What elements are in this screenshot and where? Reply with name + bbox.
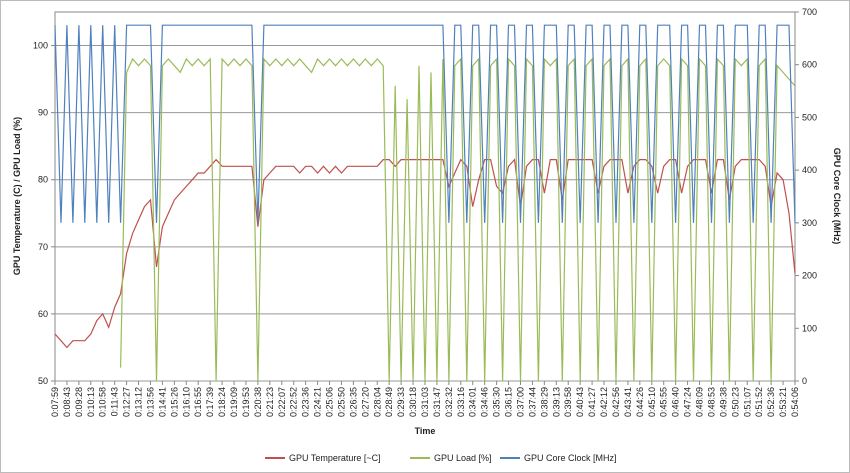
- x-tick-label: 0:11:43: [110, 387, 120, 416]
- x-tick-label: 0:40:43: [575, 387, 585, 417]
- y-tick-label: 90: [38, 108, 48, 118]
- x-tick-label: 0:41:27: [587, 387, 597, 417]
- y2-tick-label: 500: [802, 112, 817, 122]
- x-tick-label: 0:38:29: [539, 387, 549, 417]
- x-tick-label: 0:39:13: [551, 387, 561, 417]
- x-tick-label: 0:50:23: [730, 387, 740, 417]
- x-tick-label: 0:07:59: [50, 387, 60, 417]
- x-axis-title: Time: [415, 426, 436, 436]
- y2-tick-label: 600: [802, 60, 817, 70]
- legend-label: GPU Temperature [~C]: [289, 453, 381, 463]
- y2-tick-label: 0: [802, 376, 807, 386]
- x-tick-label: 0:30:18: [408, 387, 418, 417]
- x-tick-label: 0:45:10: [647, 387, 657, 417]
- x-tick-label: 0:27:20: [360, 387, 370, 417]
- y2-tick-label: 200: [802, 271, 817, 281]
- x-tick-label: 0:28:04: [372, 387, 382, 417]
- x-tick-label: 0:54:06: [790, 387, 800, 417]
- y2-tick-label: 700: [802, 7, 817, 17]
- y2-tick-label: 400: [802, 165, 817, 175]
- y-tick-label: 100: [33, 41, 48, 51]
- x-tick-label: 0:22:52: [289, 387, 299, 417]
- y2-tick-label: 100: [802, 323, 817, 333]
- x-tick-label: 0:48:53: [706, 387, 716, 417]
- x-tick-label: 0:43:41: [623, 387, 633, 417]
- x-tick-label: 0:21:23: [265, 387, 275, 417]
- x-tick-label: 0:46:40: [671, 387, 681, 417]
- x-tick-label: 0:37:00: [515, 387, 525, 417]
- x-tick-label: 0:13:12: [134, 387, 144, 417]
- x-tick-label: 0:16:10: [181, 387, 191, 417]
- legend-label: GPU Load [%]: [434, 453, 492, 463]
- x-tick-label: 0:44:26: [635, 387, 645, 417]
- y2-axis-title: GPU Core Clock (MHz): [832, 148, 842, 245]
- x-tick-label: 0:34:01: [468, 387, 478, 417]
- x-tick-label: 0:42:12: [599, 387, 609, 417]
- x-tick-label: 0:36:15: [504, 387, 514, 417]
- x-tick-label: 0:53:21: [778, 387, 788, 417]
- series-line: [120, 57, 796, 382]
- x-tick-label: 0:10:58: [98, 387, 108, 417]
- x-tick-label: 0:15:26: [169, 387, 179, 417]
- y2-tick-label: 300: [802, 218, 817, 228]
- x-tick-label: 0:17:39: [205, 387, 215, 417]
- x-tick-label: 0:25:50: [336, 387, 346, 417]
- plot-area: [54, 11, 796, 382]
- x-tick-label: 0:31:03: [420, 387, 430, 417]
- x-tick-label: 0:51:52: [754, 387, 764, 417]
- series-line: [54, 24, 796, 223]
- x-tick-label: 0:33:16: [456, 387, 466, 417]
- x-tick-label: 0:48:09: [695, 387, 705, 417]
- x-tick-label: 0:19:09: [229, 387, 239, 417]
- x-tick-label: 0:25:06: [325, 387, 335, 417]
- x-tick-label: 0:26:35: [348, 387, 358, 417]
- x-tick-label: 0:32:32: [444, 387, 454, 417]
- x-tick-label: 0:35:30: [492, 387, 502, 417]
- x-tick-label: 0:52:36: [766, 387, 776, 417]
- x-tick-label: 0:31:47: [432, 387, 442, 417]
- x-tick-label: 0:23:36: [301, 387, 311, 417]
- x-tick-label: 0:49:38: [718, 387, 728, 417]
- x-tick-label: 0:39:58: [563, 387, 573, 417]
- x-tick-label: 0:37:44: [527, 387, 537, 417]
- x-tick-label: 0:22:07: [277, 387, 287, 417]
- x-tick-label: 0:51:07: [742, 387, 752, 417]
- x-tick-label: 0:24:21: [313, 387, 323, 417]
- x-tick-label: 0:14:41: [157, 387, 167, 417]
- x-tick-label: 0:42:56: [611, 387, 621, 417]
- x-tick-label: 0:13:56: [145, 387, 155, 417]
- legend-label: GPU Core Clock [MHz]: [524, 453, 617, 463]
- x-tick-label: 0:47:24: [683, 387, 693, 417]
- x-tick-label: 0:28:49: [384, 387, 394, 417]
- x-tick-label: 0:34:46: [480, 387, 490, 417]
- y-tick-label: 70: [38, 242, 48, 252]
- x-tick-label: 0:29:33: [396, 387, 406, 417]
- x-tick-label: 0:10:13: [86, 387, 96, 417]
- y-tick-label: 60: [38, 309, 48, 319]
- y-tick-label: 80: [38, 175, 48, 185]
- x-tick-label: 0:19:53: [241, 387, 251, 417]
- x-tick-label: 0:45:55: [659, 387, 669, 417]
- x-tick-label: 0:16:55: [193, 387, 203, 417]
- y-tick-label: 50: [38, 376, 48, 386]
- x-tick-label: 0:09:28: [74, 387, 84, 417]
- x-tick-label: 0:08:43: [62, 387, 72, 417]
- x-tick-label: 0:12:27: [122, 387, 132, 417]
- x-tick-label: 0:18:24: [217, 387, 227, 417]
- x-tick-label: 0:20:38: [253, 387, 263, 417]
- y-axis-title: GPU Temperature (C) / GPU Load (%): [12, 117, 22, 275]
